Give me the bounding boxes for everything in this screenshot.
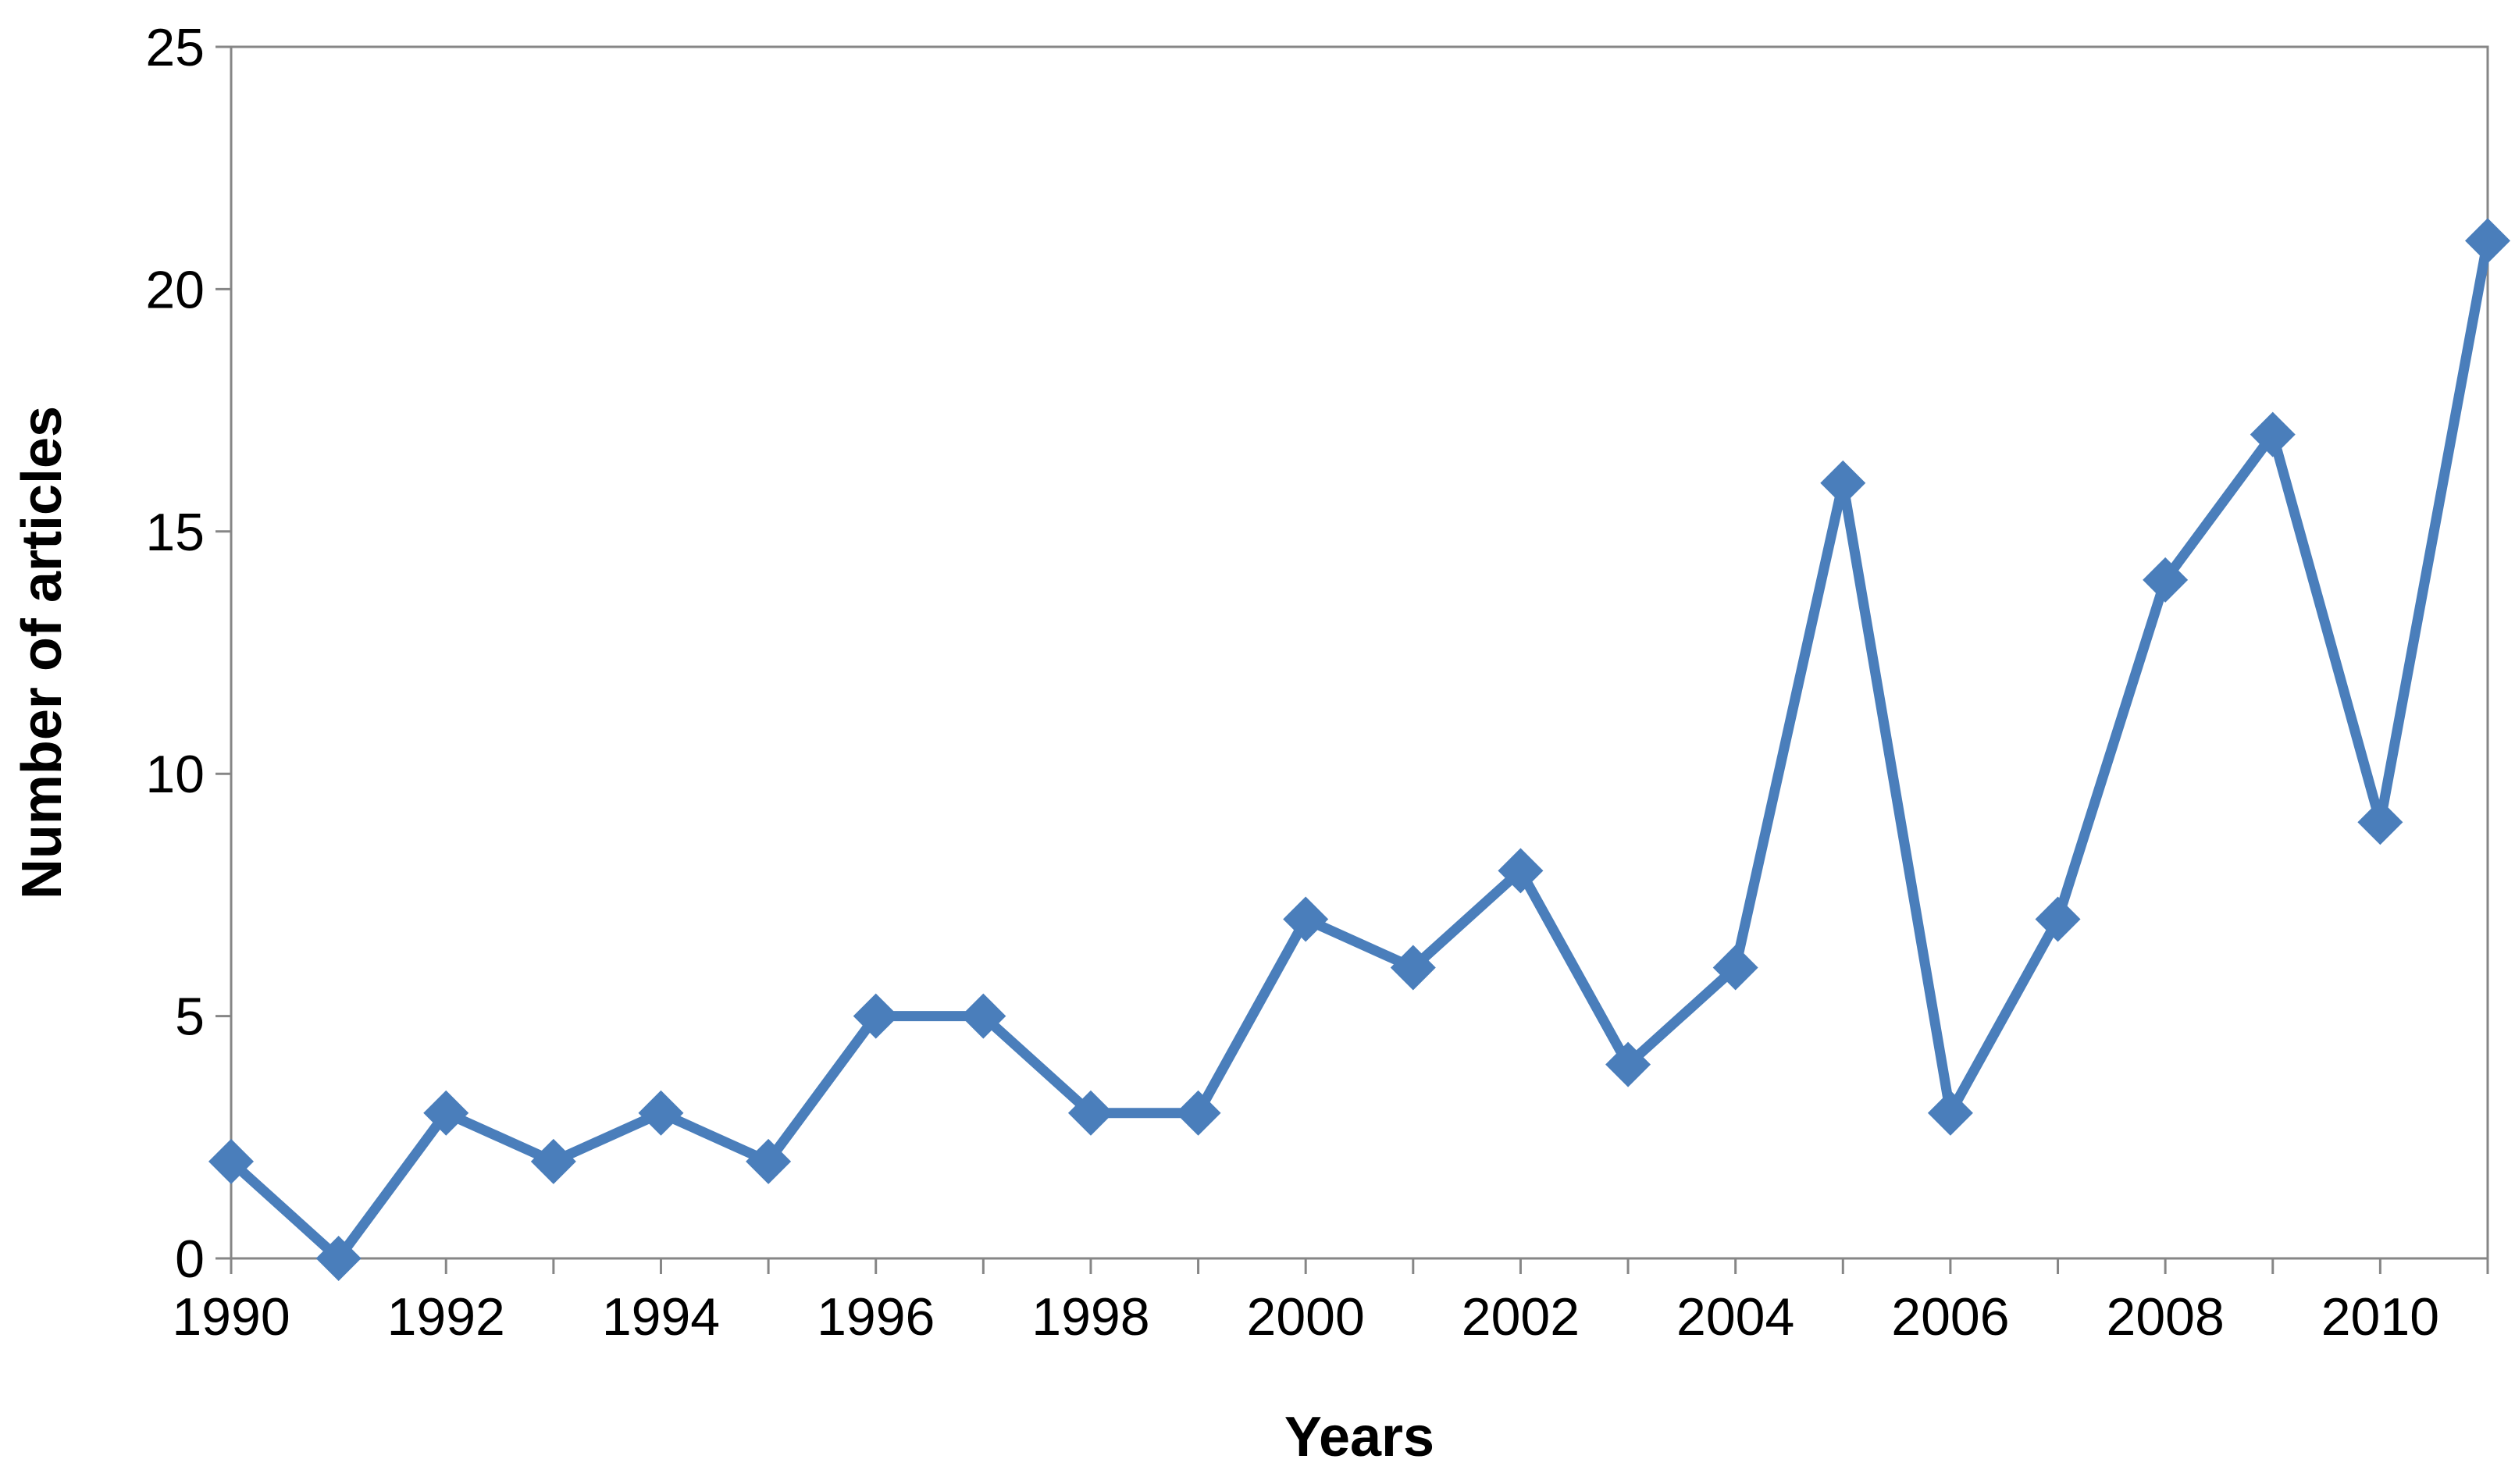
x-tick-label: 1994: [602, 1287, 720, 1347]
data-point-2009: [2250, 411, 2296, 457]
x-axis-title: Years: [1284, 1406, 1434, 1468]
y-axis: 0 5 10 15 20 25: [145, 18, 233, 1289]
data-point-2004: [1712, 945, 1758, 991]
series-group: [208, 218, 2510, 1281]
y-tick-label: 15: [145, 503, 205, 562]
x-tick-label: 1998: [1031, 1287, 1149, 1347]
plot-area: [230, 45, 2489, 1260]
data-point-1995: [746, 1138, 792, 1184]
series-line: [226, 235, 2493, 1264]
y-tick-label: 0: [175, 1230, 205, 1289]
x-tick-label: 1996: [817, 1287, 935, 1347]
data-point-2003: [1605, 1041, 1651, 1087]
data-point-1997: [960, 993, 1006, 1039]
x-tick-label: 2002: [1462, 1287, 1580, 1347]
data-point-1998: [1067, 1090, 1113, 1136]
x-tick-label: 2000: [1247, 1287, 1365, 1347]
y-axis-title: Number of articles: [11, 406, 73, 899]
data-point-1993: [530, 1138, 576, 1184]
x-tick-label: 2008: [2107, 1287, 2225, 1347]
data-point-1991: [315, 1236, 362, 1281]
x-axis: 1990 1992 1994 1996 1998 2000 2002 2004 2006 2008…: [172, 1257, 2489, 1347]
data-point-1992: [423, 1090, 469, 1136]
data-point-2006: [1927, 1090, 1973, 1136]
data-point-2001: [1390, 945, 1436, 991]
x-tick-label: 1992: [387, 1287, 505, 1347]
x-tick-label: 1990: [172, 1287, 290, 1347]
data-point-2005: [1820, 460, 1866, 506]
data-point-2011: [2465, 218, 2510, 264]
y-tick-label: 25: [145, 18, 205, 77]
x-tick-label: 2010: [2321, 1287, 2439, 1347]
x-tick-label: 2004: [1676, 1287, 1794, 1347]
y-tick-label: 5: [175, 988, 205, 1047]
data-point-1996: [853, 993, 899, 1039]
data-point-2007: [2035, 896, 2081, 942]
x-tick-label: 2006: [1891, 1287, 2009, 1347]
data-point-2008: [2143, 557, 2189, 603]
data-point-1994: [638, 1090, 684, 1136]
data-point-2002: [1498, 848, 1544, 894]
data-point-2000: [1283, 896, 1329, 942]
data-point-1999: [1175, 1090, 1221, 1136]
y-tick-label: 20: [145, 260, 205, 319]
data-point-2010: [2357, 799, 2403, 845]
y-tick-label: 10: [145, 745, 205, 804]
data-point-1990: [208, 1138, 254, 1184]
